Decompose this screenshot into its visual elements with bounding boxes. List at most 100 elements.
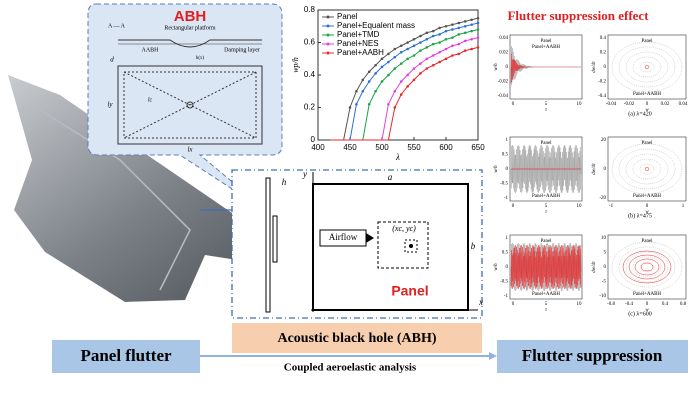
series-point <box>451 28 454 31</box>
small-x-tick: -0.8 <box>607 302 615 307</box>
series-point <box>355 89 358 93</box>
small-y-tick: 1 <box>506 236 509 241</box>
series-point <box>431 42 435 46</box>
series-point <box>425 31 429 35</box>
small-legend: Panel <box>540 39 552 44</box>
small-y-label: w/h <box>494 63 499 71</box>
orbit-aabh <box>628 254 666 280</box>
small-x-tick: 1 <box>682 204 685 209</box>
series-point <box>406 73 409 77</box>
series-point <box>399 50 403 54</box>
series-point <box>399 93 403 96</box>
series-point <box>457 21 461 25</box>
small-x-tick: 10 <box>577 302 583 307</box>
series-point <box>476 16 480 20</box>
small-y-label: dw/dτ <box>592 261 597 273</box>
side-absorber <box>272 215 278 263</box>
series-point <box>438 41 441 44</box>
series-point <box>406 41 409 44</box>
orbit-panel <box>611 241 683 293</box>
small-y-tick: 5 <box>604 251 607 256</box>
panel-y: y <box>302 169 307 179</box>
abh-platform: Rectangular platform <box>164 24 215 31</box>
small-x-tick: 5 <box>545 204 548 209</box>
series-point <box>463 39 467 43</box>
series-point <box>457 42 461 46</box>
small-y-tick: 0 <box>506 167 509 172</box>
series-point <box>470 18 473 22</box>
small-legend: Panel <box>641 39 653 44</box>
series-point <box>387 102 390 106</box>
orbit-panel <box>611 41 683 93</box>
orbit-panel <box>625 153 669 185</box>
small-x-tick: 0.04 <box>679 102 688 107</box>
series-point <box>463 24 467 28</box>
abh-ly: ly <box>107 101 113 109</box>
x-tick-label: 650 <box>471 143 485 152</box>
panel-x: x <box>478 297 483 307</box>
series-point <box>470 23 473 26</box>
small-x-label: w <box>645 308 649 313</box>
panel-b: b <box>471 241 476 251</box>
small-y-tick: -10 <box>599 294 606 299</box>
series-point <box>425 46 429 49</box>
abh-lx: lx <box>187 146 193 154</box>
series-point <box>367 80 371 83</box>
legend-marker <box>326 42 330 46</box>
small-y-tick: -1 <box>504 294 509 299</box>
series-point <box>419 49 422 52</box>
orbit-panel <box>639 61 655 73</box>
y-tick-label: 0.2 <box>304 103 316 112</box>
small-y-tick: 0 <box>604 167 607 172</box>
series-point <box>463 31 467 35</box>
small-x-tick: 0 <box>646 204 649 209</box>
series-point <box>476 36 480 39</box>
series-point <box>406 57 409 61</box>
abh-section: A — A <box>108 23 126 29</box>
series-point <box>367 102 371 106</box>
small-legend: Panel+AABH <box>633 194 661 199</box>
response-aabh <box>510 167 582 171</box>
series-point <box>387 60 390 64</box>
panel-a: a <box>388 172 393 182</box>
abh-zone <box>377 221 429 269</box>
abh-plan <box>117 65 263 145</box>
abh-aabh: AABH <box>141 47 159 53</box>
side-plate <box>265 177 271 313</box>
small-x-tick: -1 <box>609 204 614 209</box>
series-point <box>476 28 480 31</box>
abh-diagonals <box>123 71 257 139</box>
small-y-tick: 0.04 <box>499 36 508 41</box>
small-y-tick: 0 <box>506 265 509 270</box>
phase-frame <box>607 34 687 100</box>
small-y-tick: 20 <box>601 138 607 143</box>
series-point <box>444 24 448 28</box>
series-point <box>438 33 441 36</box>
small-legend: Panel+AABH <box>532 45 560 50</box>
orbit-panel <box>639 261 655 273</box>
series-point <box>444 47 448 51</box>
small-y-tick: -0.4 <box>598 94 606 99</box>
y-tick-label: 0.8 <box>304 5 316 14</box>
orbit-panel <box>625 251 669 283</box>
orbit-panel <box>618 246 676 288</box>
abh-plan-inner <box>123 71 257 139</box>
abh-center <box>186 101 194 109</box>
orbit-aabh <box>634 258 660 276</box>
series-point <box>367 70 371 74</box>
series-point <box>425 57 429 61</box>
abh-point <box>409 244 413 248</box>
series-point <box>355 102 358 106</box>
suppression-title: Flutter suppression effect <box>507 8 649 23</box>
series-point <box>374 63 377 67</box>
legend-marker <box>326 24 330 28</box>
series-point <box>425 67 429 70</box>
abh-profile <box>118 39 262 48</box>
series-point <box>457 33 461 36</box>
series-point <box>419 72 422 75</box>
series-point <box>451 44 454 48</box>
banner-left: Panel flutter <box>80 346 172 365</box>
series-point <box>419 62 422 65</box>
small-x-tick: 0.02 <box>661 102 670 107</box>
series-point <box>463 20 467 23</box>
